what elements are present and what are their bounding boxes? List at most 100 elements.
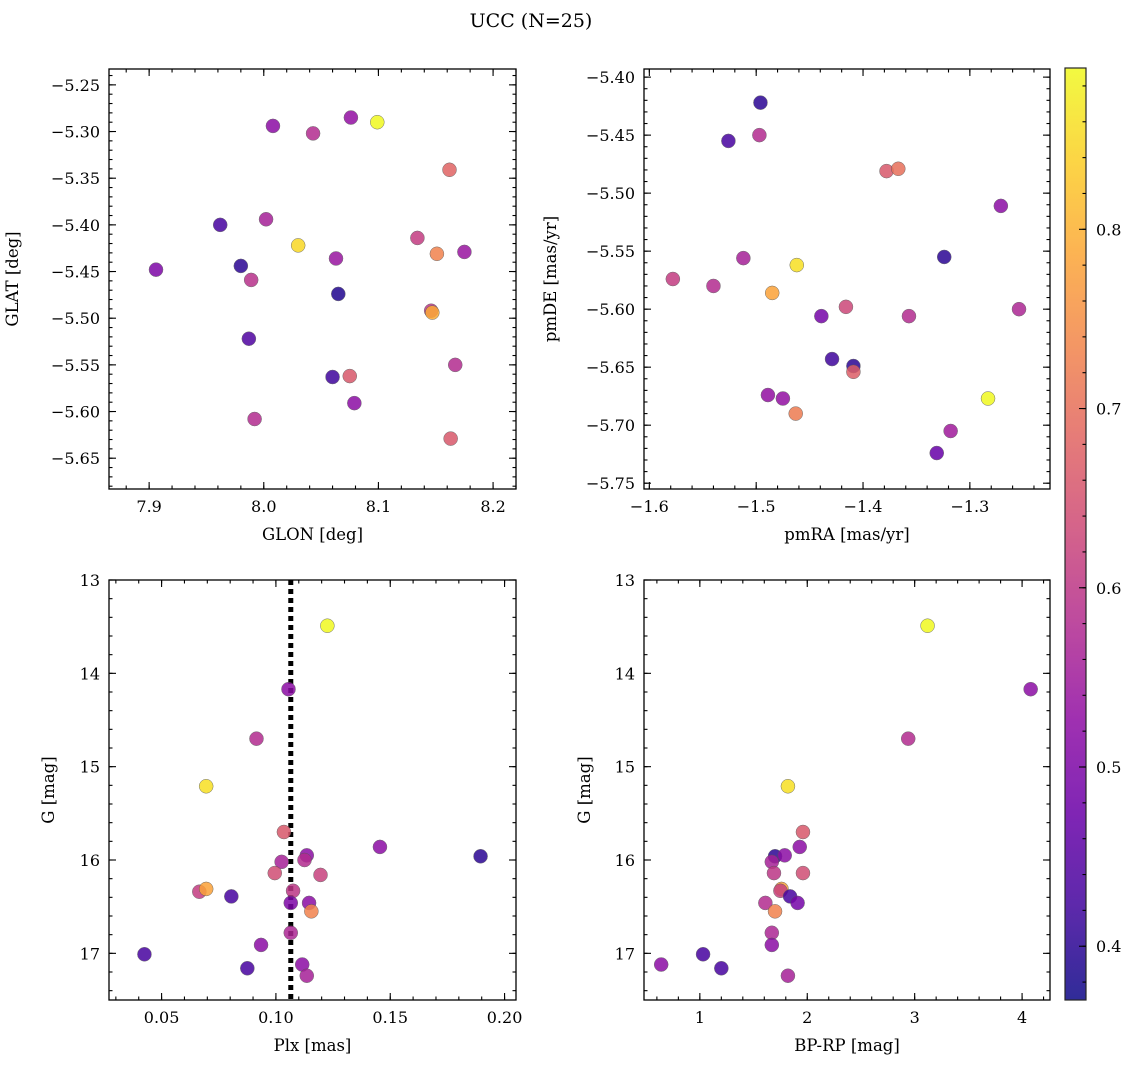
data-point: [473, 849, 488, 864]
data-point: [305, 126, 321, 141]
data-point: [285, 883, 301, 899]
data-point: [342, 368, 358, 384]
colorbar-gradient: [1064, 67, 1087, 1001]
data-point: [442, 162, 457, 178]
y-tick-label: 16: [615, 851, 635, 870]
data-point: [891, 161, 906, 177]
y-tick-label: −5.25: [51, 76, 100, 95]
y-tick-label: −5.40: [51, 216, 100, 235]
data-point: [258, 212, 274, 227]
data-point: [281, 681, 296, 697]
panel-color-magnitude: 1 2 3 4 13 14 15 16 17 BP-RP [mag] G [mag]: [575, 571, 1051, 1055]
x-tick-label: −1.4: [844, 497, 883, 516]
colorbar-tick-label: 0.6: [1096, 579, 1121, 598]
data-point: [766, 865, 782, 881]
data-point: [753, 95, 768, 110]
x-tick-label: 4: [1017, 1008, 1027, 1027]
data-point: [792, 839, 807, 855]
data-point: [665, 271, 681, 287]
colorbar-tick-label: 0.8: [1096, 220, 1121, 239]
x-tick-label: 8.1: [366, 497, 391, 516]
x-tick-label: 0.05: [144, 1008, 180, 1027]
data-point: [695, 947, 711, 962]
data-point: [212, 217, 228, 233]
y-tick-label: −5.40: [586, 68, 635, 87]
data-point: [752, 127, 767, 143]
colorbar-tick-label: 0.5: [1096, 758, 1121, 777]
axes-frame: [108, 68, 517, 490]
y-tick-label: −5.50: [586, 184, 635, 203]
data-point: [283, 925, 299, 941]
data-point: [276, 824, 292, 840]
data-point: [838, 299, 854, 315]
data-point: [653, 957, 669, 972]
data-point: [780, 779, 796, 794]
y-tick-label: −5.60: [586, 300, 635, 319]
y-tick-label: −5.55: [51, 356, 100, 375]
colorbar: 0.4 0.5 0.6 0.7 0.8: [1064, 67, 1121, 1001]
data-point: [795, 865, 811, 881]
x-tick-label: −1.3: [950, 497, 989, 516]
y-axis-label: GLAT [deg]: [3, 231, 22, 326]
x-tick-label: 8.2: [480, 497, 505, 516]
data-point: [247, 411, 262, 427]
y-tick-label: 15: [80, 758, 100, 777]
data-point: [331, 286, 346, 302]
y-tick-label: −5.50: [51, 309, 100, 328]
data-point: [900, 731, 916, 746]
x-tick-label: 7.9: [136, 497, 161, 516]
data-point: [814, 308, 829, 324]
y-tick-label: −5.65: [586, 358, 635, 377]
panel-sky: 7.9 8.0 8.1 8.2 −5.25 −5.30 −5.35 −5.40 −5.45 −5.…: [3, 68, 517, 544]
data-point: [943, 423, 958, 439]
data-point: [283, 895, 299, 911]
data-point: [198, 779, 214, 794]
x-axis-label: BP-RP [mag]: [794, 1036, 900, 1055]
data-point: [299, 968, 315, 983]
data-point: [370, 114, 385, 130]
y-tick-label: −5.75: [586, 474, 635, 493]
data-point: [148, 262, 164, 277]
y-tick-label: −5.60: [51, 403, 100, 422]
y-axis-label: G [mag]: [39, 756, 58, 823]
data-point: [137, 947, 152, 962]
x-tick-label: −1.5: [737, 497, 776, 516]
data-point: [714, 961, 729, 976]
data-point: [929, 445, 944, 461]
panel-parallax-magnitude: 0.05 0.10 0.15 0.20 13 14 15 16 17 Plx [mas] G [ma…: [39, 571, 522, 1055]
data-point: [320, 618, 335, 633]
x-tick-label: 2: [802, 1008, 812, 1027]
data-point: [410, 230, 425, 246]
data-point: [758, 895, 773, 911]
y-tick-label: −5.45: [586, 126, 635, 145]
data-point: [240, 961, 255, 976]
data-point: [274, 854, 289, 870]
x-tick-label: 1: [695, 1008, 705, 1027]
data-point: [901, 308, 917, 324]
data-point: [788, 406, 803, 421]
data-point: [425, 305, 440, 320]
data-point: [721, 133, 736, 149]
x-tick-label: 0.15: [372, 1008, 408, 1027]
y-tick-label: 14: [80, 664, 100, 683]
y-tick-label: 15: [615, 758, 635, 777]
data-point: [265, 118, 281, 134]
data-point: [241, 331, 257, 346]
y-tick-label: 17: [80, 944, 100, 963]
data-point: [290, 238, 306, 253]
data-point: [304, 904, 319, 919]
x-axis-label: pmRA [mas/yr]: [784, 525, 909, 544]
data-point: [993, 198, 1009, 214]
data-point: [790, 895, 805, 911]
colorbar-tick-label: 0.4: [1096, 937, 1121, 956]
data-point: [824, 351, 840, 367]
y-axis-label: G [mag]: [575, 756, 594, 823]
data-point: [920, 618, 935, 633]
x-tick-label: −1.6: [630, 497, 669, 516]
data-point: [313, 867, 328, 883]
data-point: [325, 369, 340, 385]
colorbar-tick-label: 0.7: [1096, 400, 1121, 419]
data-point: [795, 824, 811, 840]
data-point: [224, 889, 239, 904]
